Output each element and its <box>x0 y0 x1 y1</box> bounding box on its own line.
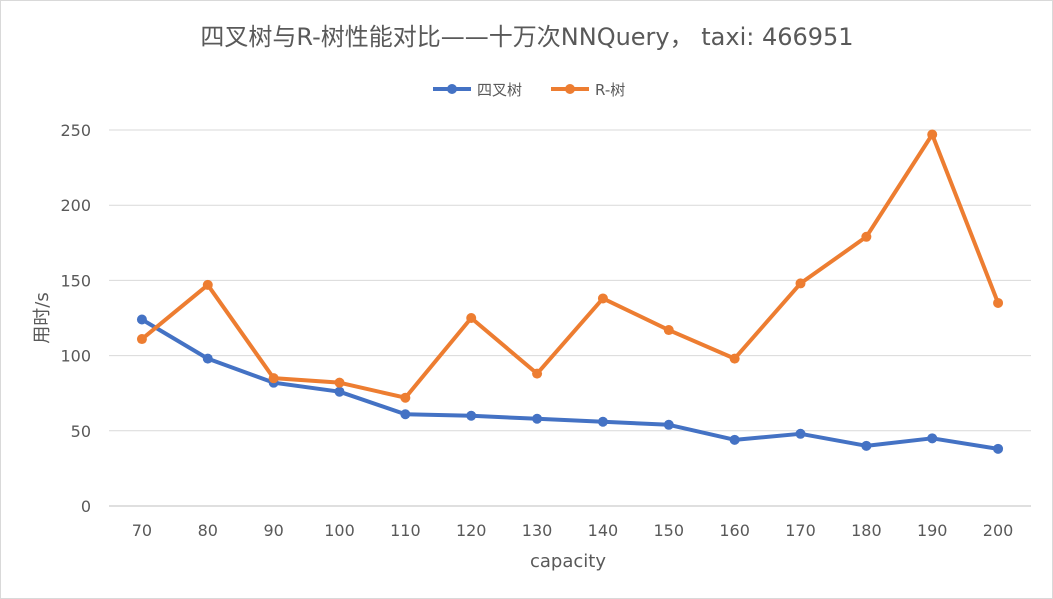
legend-label-series-1: 四叉树 <box>477 81 522 99</box>
x-tick-label: 150 <box>654 521 685 540</box>
data-point <box>597 293 608 304</box>
data-point <box>136 314 147 325</box>
data-point <box>597 416 608 427</box>
series-line-1 <box>139 317 1001 451</box>
data-point <box>334 377 345 388</box>
data-point <box>268 373 279 384</box>
y-tick-label: 250 <box>60 121 91 140</box>
legend-marker-series-2 <box>565 84 575 94</box>
data-point <box>466 313 477 323</box>
x-tick-label: 100 <box>324 521 355 540</box>
y-axis-ticks: 0 50 100 150 200 250 <box>60 121 91 516</box>
series-layer <box>136 129 1004 454</box>
data-point <box>202 353 213 364</box>
data-point <box>334 386 345 397</box>
data-point <box>400 392 411 403</box>
x-tick-label: 170 <box>785 521 816 540</box>
data-point <box>532 368 543 379</box>
series-line-2 <box>139 132 1001 400</box>
y-tick-label: 150 <box>60 271 91 290</box>
y-axis-label: 用时/s <box>32 292 53 343</box>
x-tick-label: 80 <box>198 521 218 540</box>
data-point <box>136 334 147 345</box>
x-tick-label: 190 <box>917 521 948 540</box>
data-point <box>861 440 872 451</box>
legend-label-series-2: R-树 <box>595 81 625 99</box>
x-tick-label: 130 <box>522 521 553 540</box>
data-point <box>400 409 411 420</box>
x-tick-label: 120 <box>456 521 487 540</box>
legend-marker-series-1 <box>447 84 457 94</box>
data-point <box>532 413 543 424</box>
data-point <box>927 433 938 444</box>
y-tick-label: 200 <box>60 196 91 215</box>
x-tick-label: 140 <box>588 521 619 540</box>
legend: 四叉树 R-树 <box>433 81 625 99</box>
data-point <box>202 279 213 290</box>
x-tick-label: 160 <box>719 521 750 540</box>
gridlines <box>109 129 1031 507</box>
data-point <box>927 129 938 140</box>
y-tick-label: 0 <box>81 497 91 516</box>
x-tick-label: 70 <box>132 521 152 540</box>
series-2 <box>136 129 1004 403</box>
legend-item-series-2: R-树 <box>551 81 625 99</box>
y-tick-label: 50 <box>71 422 91 441</box>
x-tick-label: 110 <box>390 521 421 540</box>
data-point <box>993 443 1004 454</box>
x-tick-label: 180 <box>851 521 882 540</box>
data-point <box>663 325 674 336</box>
data-point <box>993 297 1004 308</box>
data-point <box>663 419 674 430</box>
x-tick-label: 90 <box>263 521 283 540</box>
legend-item-series-1: 四叉树 <box>433 81 522 99</box>
data-point <box>795 428 806 439</box>
y-tick-label: 100 <box>60 347 91 366</box>
x-tick-label: 200 <box>983 521 1014 540</box>
data-point <box>466 410 477 421</box>
data-point <box>795 278 806 289</box>
x-axis-label: capacity <box>530 551 606 572</box>
chart-title: 四叉树与R-树性能对比——十万次NNQuery， taxi: 466951 <box>200 23 853 51</box>
data-point <box>729 434 740 445</box>
x-axis-ticks: 70 80 90 100 110 120 130 140 150 160 170 180 190 200 <box>132 521 1014 540</box>
data-point <box>861 231 872 242</box>
data-point <box>729 353 740 364</box>
